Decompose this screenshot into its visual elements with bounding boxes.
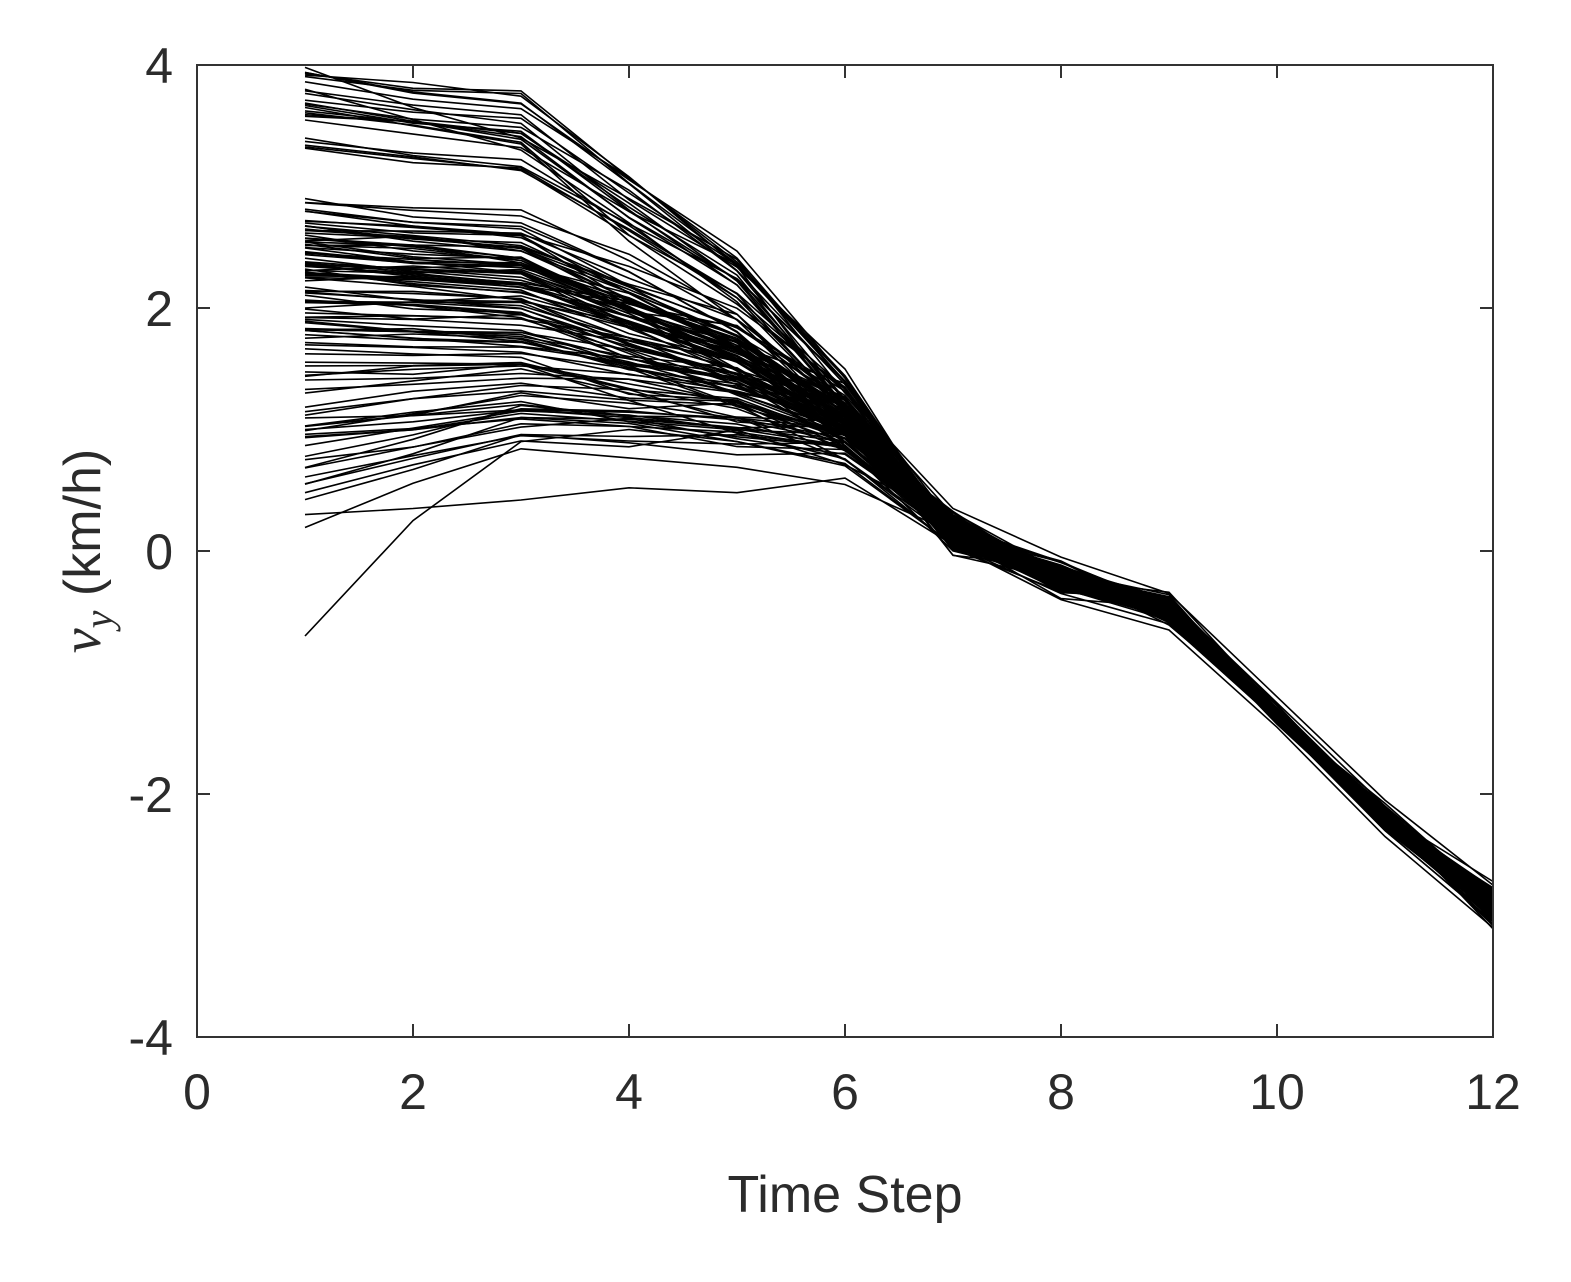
series-line-6 (304, 295, 1494, 917)
series-line-83 (304, 202, 1494, 904)
series-line-89 (304, 246, 1494, 902)
series-line-62 (304, 222, 1494, 910)
series-line-49 (304, 316, 1494, 911)
series-line-43 (304, 75, 1494, 927)
series-line-103 (304, 243, 1494, 913)
y-tick-label: 2 (145, 281, 173, 337)
series-line-40 (304, 328, 1494, 901)
x-tick-label: 10 (1249, 1064, 1305, 1120)
series-line-42 (304, 219, 1494, 898)
series-line-132 (304, 263, 1494, 909)
series-line-26 (304, 201, 1494, 905)
series-line-140 (304, 271, 1494, 909)
series-line-72 (304, 144, 1494, 912)
x-tick-label: 8 (1047, 1064, 1075, 1120)
y-axis-symbol: v (51, 628, 113, 653)
series-line-95 (304, 289, 1494, 910)
y-tick-label: -2 (129, 767, 173, 823)
series-line-129 (304, 320, 1494, 903)
series-line-5 (304, 252, 1494, 911)
y-axis-subscript: y (76, 610, 121, 632)
series-line-35 (304, 314, 1494, 922)
y-axis-title: vy (km/h) (51, 449, 121, 653)
plot-frame (196, 64, 1494, 1038)
series-line-78 (304, 321, 1494, 901)
series-line-34 (304, 273, 1494, 910)
series-line-60 (304, 261, 1494, 915)
series-line-115 (304, 224, 1494, 893)
x-tick-label: 12 (1465, 1064, 1521, 1120)
series-line-22 (304, 434, 1494, 910)
series-line-31 (304, 275, 1494, 909)
series-line-39 (304, 229, 1494, 897)
series-line-80 (304, 292, 1494, 902)
series-line-91 (304, 447, 1494, 899)
series-line-9 (304, 477, 1494, 923)
series-line-86 (304, 352, 1494, 902)
x-tick-label: 0 (183, 1064, 211, 1120)
series-line-109 (304, 265, 1494, 895)
series-line-94 (304, 291, 1494, 906)
series-line-59 (304, 333, 1494, 909)
series-line-69 (304, 262, 1494, 909)
y-axis-unit: (km/h) (54, 449, 112, 611)
series-line-57 (304, 308, 1494, 904)
series-line-99 (304, 146, 1494, 906)
y-tick-label: 0 (145, 524, 173, 580)
series-line-138 (304, 103, 1494, 930)
x-tick-labels: 0 2 4 6 8 10 12 (183, 1064, 1521, 1120)
x-tick-label: 4 (615, 1064, 643, 1120)
series-line-23 (304, 247, 1494, 901)
x-axis-title: Time Step (727, 1166, 962, 1224)
series-line-14 (304, 341, 1494, 890)
series-line-131 (304, 220, 1494, 910)
series-line-24 (304, 312, 1494, 918)
series-line-47 (304, 265, 1494, 907)
series-line-85 (304, 263, 1494, 907)
series-line-10 (304, 428, 1494, 929)
series-line-100 (304, 237, 1494, 914)
series-line-58 (304, 275, 1494, 912)
series-line-122 (304, 299, 1494, 909)
x-tick-label: 6 (831, 1064, 859, 1120)
series-line-123 (304, 276, 1494, 906)
series-line-64 (304, 328, 1494, 905)
series-line-137 (304, 294, 1494, 918)
ticks-layer (196, 64, 1494, 1038)
series-line-116 (304, 263, 1494, 904)
x-tick-label: 2 (399, 1064, 427, 1120)
y-tick-label: 4 (145, 38, 173, 94)
y-tick-label: -4 (129, 1010, 173, 1066)
series-line-135 (304, 264, 1494, 911)
series-line-106 (304, 301, 1494, 907)
series-line-81 (304, 363, 1494, 906)
series-line-120 (304, 329, 1494, 902)
series-line-110 (304, 277, 1494, 903)
series-line-121 (304, 225, 1494, 903)
y-tick-labels: -4 -2 0 2 4 (129, 38, 173, 1066)
series-line-88 (304, 264, 1494, 889)
series-layer (304, 66, 1494, 930)
series-line-13 (304, 225, 1494, 896)
series-line-1 (304, 66, 1494, 886)
series-line-25 (305, 301, 1494, 905)
